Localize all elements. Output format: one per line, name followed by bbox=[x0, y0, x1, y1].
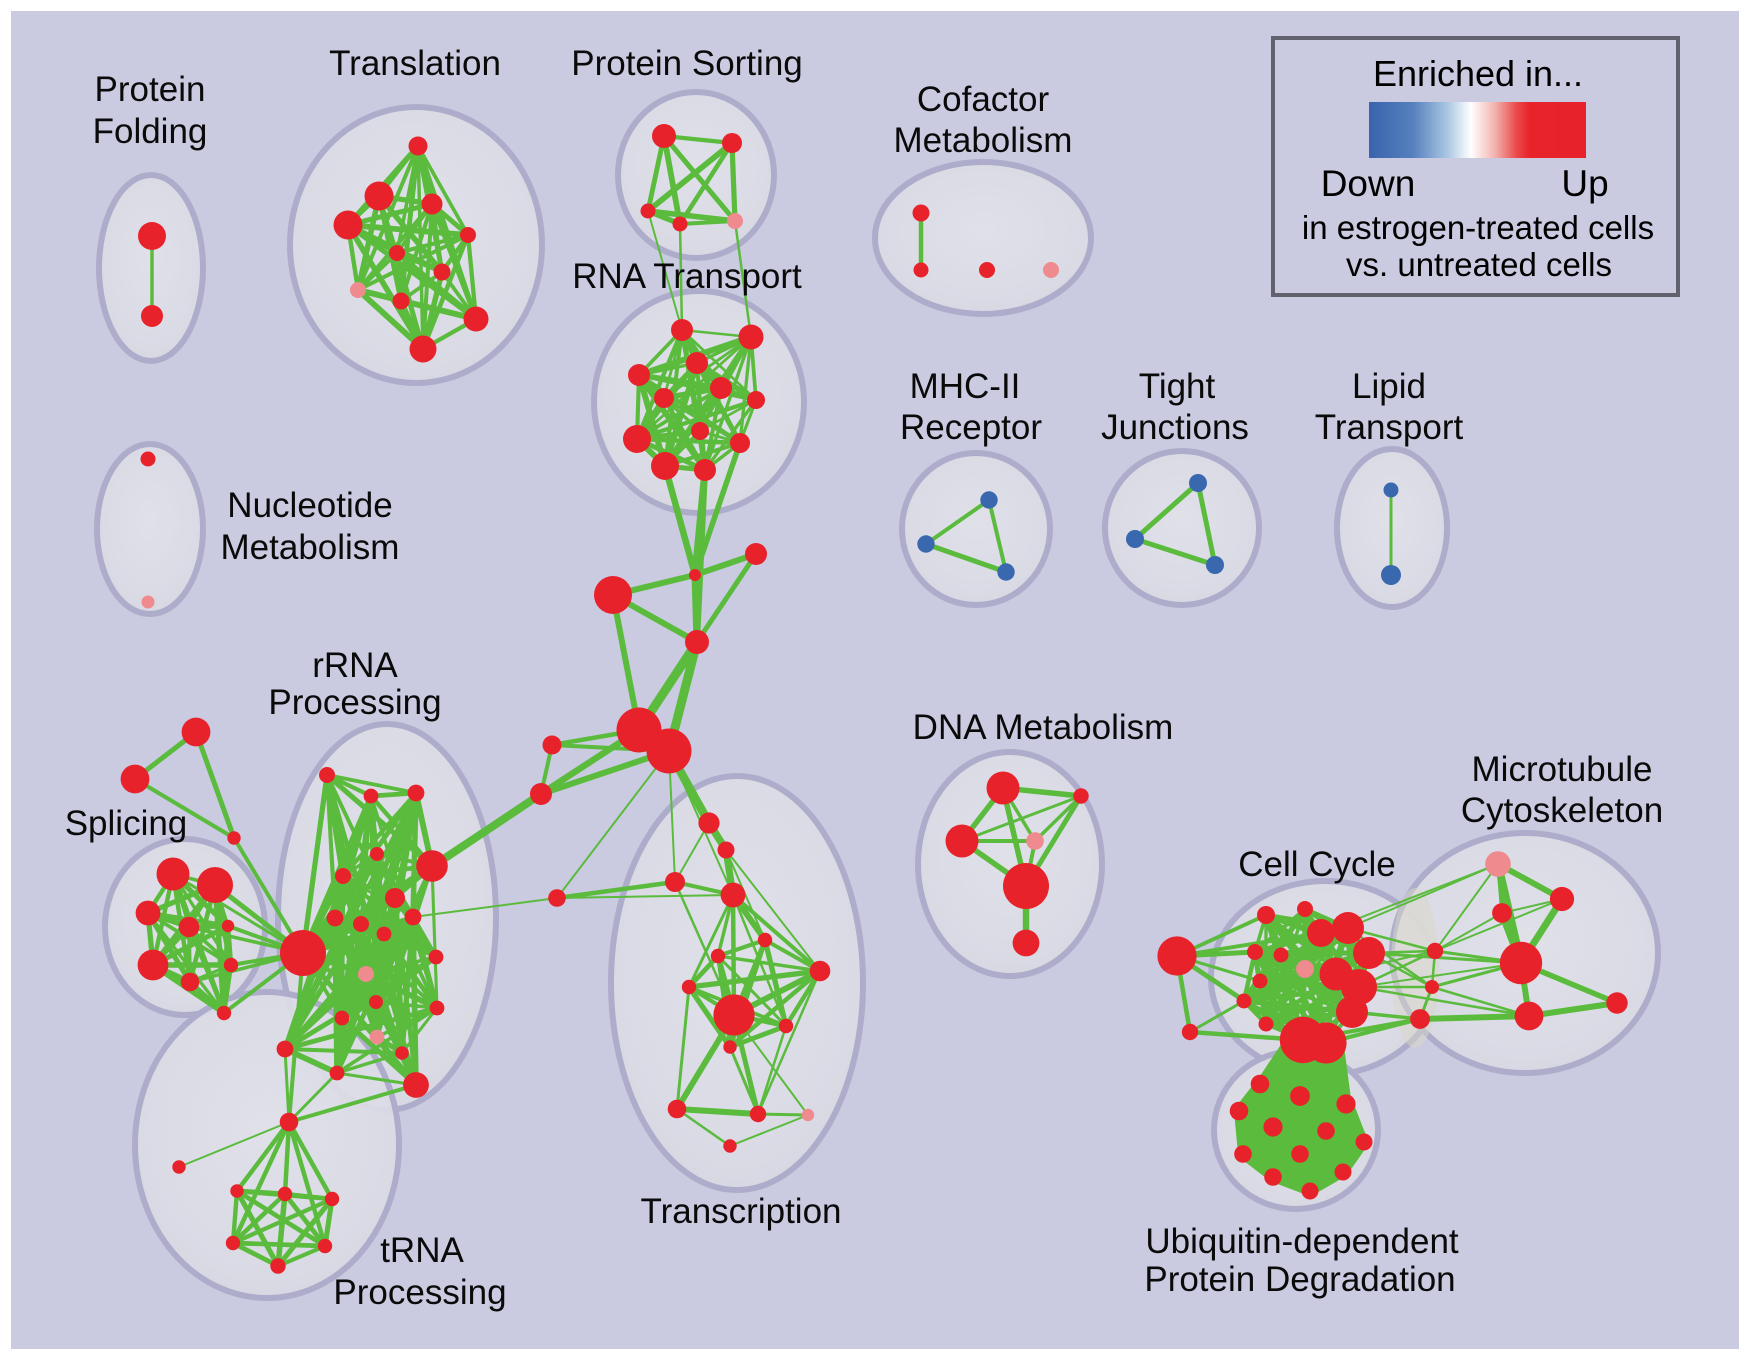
svg-text:Transport: Transport bbox=[1315, 408, 1464, 447]
svg-text:in estrogen-treated cells: in estrogen-treated cells bbox=[1302, 209, 1654, 246]
svg-text:Lipid: Lipid bbox=[1352, 367, 1426, 406]
svg-text:Down: Down bbox=[1321, 163, 1416, 204]
svg-text:Folding: Folding bbox=[93, 112, 208, 151]
svg-text:Transcription: Transcription bbox=[641, 1192, 842, 1231]
svg-text:Cell Cycle: Cell Cycle bbox=[1238, 845, 1396, 884]
svg-text:rRNA: rRNA bbox=[312, 646, 398, 685]
svg-text:Up: Up bbox=[1561, 163, 1608, 204]
svg-text:Translation: Translation bbox=[329, 44, 501, 83]
svg-text:Tight: Tight bbox=[1139, 367, 1216, 406]
svg-text:Cofactor: Cofactor bbox=[917, 80, 1050, 119]
svg-text:Processing: Processing bbox=[333, 1273, 506, 1312]
svg-text:DNA Metabolism: DNA Metabolism bbox=[913, 708, 1174, 747]
svg-text:Metabolism: Metabolism bbox=[894, 121, 1073, 160]
svg-text:Junctions: Junctions bbox=[1101, 408, 1249, 447]
svg-text:Cytoskeleton: Cytoskeleton bbox=[1461, 791, 1663, 830]
svg-text:MHC-II: MHC-II bbox=[910, 367, 1021, 406]
svg-text:Nucleotide: Nucleotide bbox=[227, 486, 392, 525]
svg-text:RNA Transport: RNA Transport bbox=[572, 257, 802, 296]
svg-text:Protein: Protein bbox=[95, 70, 206, 109]
svg-text:Metabolism: Metabolism bbox=[221, 528, 400, 567]
svg-text:Receptor: Receptor bbox=[900, 408, 1042, 447]
svg-text:Ubiquitin-dependent: Ubiquitin-dependent bbox=[1145, 1222, 1459, 1261]
svg-text:Microtubule: Microtubule bbox=[1472, 750, 1653, 789]
svg-text:Protein Degradation: Protein Degradation bbox=[1144, 1260, 1455, 1299]
svg-text:Processing: Processing bbox=[268, 683, 441, 722]
svg-text:Protein Sorting: Protein Sorting bbox=[571, 44, 803, 83]
svg-text:vs. untreated cells: vs. untreated cells bbox=[1346, 246, 1612, 283]
svg-text:Enriched in...: Enriched in... bbox=[1373, 53, 1583, 94]
svg-text:tRNA: tRNA bbox=[380, 1231, 464, 1270]
svg-text:Splicing: Splicing bbox=[65, 804, 188, 843]
